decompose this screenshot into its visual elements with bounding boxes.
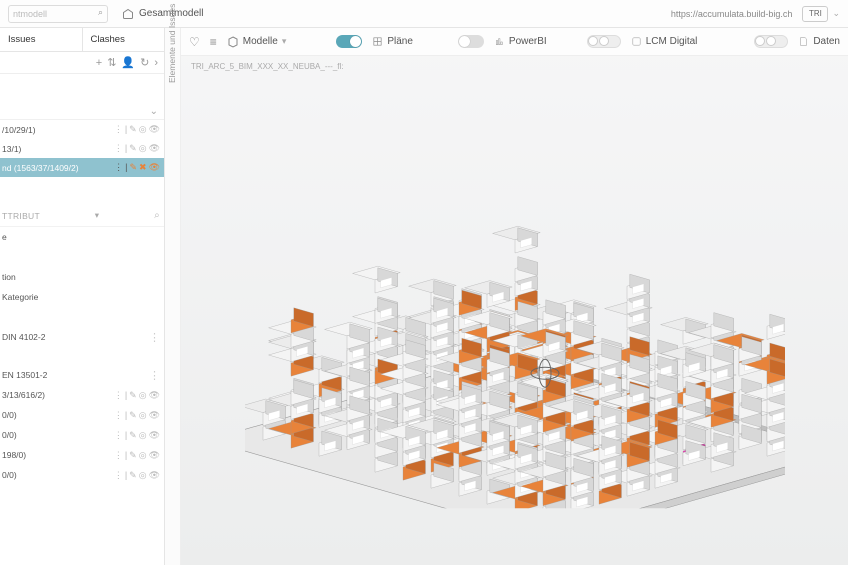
toggle-label-daten: Daten	[798, 36, 840, 47]
edit-icon[interactable]: ✎	[129, 143, 137, 154]
context-url: https://accumulata.build-big.ch	[671, 9, 793, 19]
model-breadcrumb: TRI_ARC_5_BIM_XXX_XX_NEUBA_---_fl:	[181, 56, 848, 76]
eye-icon[interactable]: 👁	[149, 124, 160, 135]
attributes-header: ttribut▾ ⌕	[0, 205, 164, 227]
prop-row[interactable]	[0, 307, 164, 327]
edit-icon[interactable]: ✎	[129, 410, 137, 421]
target-icon[interactable]: ◎	[139, 450, 147, 461]
favorite-icon[interactable]: ♡	[189, 35, 200, 49]
eye-icon[interactable]: 👁	[149, 450, 160, 461]
search-icon: ⌕	[98, 7, 103, 18]
more-icon[interactable]: ⋮	[114, 162, 123, 173]
prop-row[interactable]: EN 13501-2⋮	[0, 365, 164, 385]
seq-icon[interactable]: |	[125, 124, 127, 135]
prop-row[interactable]: 0/0) ⋮|✎◎👁	[0, 405, 164, 425]
more-icon[interactable]: ⋮	[114, 470, 123, 481]
target-icon[interactable]: ◎	[139, 143, 147, 154]
tree-header: ⌄	[0, 74, 164, 120]
collapse-icon[interactable]: ⌄	[150, 106, 158, 117]
page-title: Gesamtmodell	[122, 8, 203, 20]
prop-row[interactable]: e	[0, 227, 164, 247]
edit-icon[interactable]: ✎	[129, 124, 137, 135]
eye-icon[interactable]: 👁	[149, 162, 160, 173]
prop-row[interactable]: 0/0) ⋮|✎◎👁	[0, 465, 164, 485]
tree-item[interactable]: 13/1) ⋮ | ✎ ◎ 👁	[0, 139, 164, 158]
user-badge[interactable]: TRI	[802, 6, 828, 22]
prop-row[interactable]	[0, 247, 164, 267]
more-icon[interactable]: ⋮	[114, 143, 123, 154]
more-icon[interactable]: ⋮	[114, 450, 123, 461]
more-icon[interactable]: ⋮	[114, 390, 123, 401]
prop-row[interactable]: 198/0) ⋮|✎◎👁	[0, 445, 164, 465]
eye-icon[interactable]: 👁	[149, 430, 160, 441]
elements-issues-tab[interactable]: Elemente und Issues	[165, 28, 181, 565]
3d-viewport[interactable]	[181, 76, 848, 565]
tree-item[interactable]: /10/29/1) ⋮ | ✎ ◎ 👁	[0, 120, 164, 139]
target-icon[interactable]: ◎	[139, 410, 147, 421]
eye-icon[interactable]: 👁	[149, 470, 160, 481]
toggle-lcm[interactable]	[587, 35, 621, 48]
edit-icon[interactable]: ✎	[129, 162, 137, 173]
edit-icon[interactable]: ✎	[129, 470, 137, 481]
more-icon[interactable]: ⋮	[149, 369, 160, 382]
edit-icon[interactable]: ✎	[129, 390, 137, 401]
tab-clashes[interactable]: Clashes	[83, 28, 165, 51]
toggle-label-powerbi: PowerBI	[494, 36, 547, 47]
more-icon[interactable]: ⋮	[149, 331, 160, 344]
tree-item-actions: ⋮ | ✎ ◎ 👁	[114, 124, 160, 135]
models-dropdown[interactable]: Modelle ▾	[227, 36, 287, 48]
tree-item-actions: ⋮ | ✎ ✖ 👁	[114, 162, 160, 173]
search-placeholder: ntmodell	[13, 9, 47, 19]
seq-icon[interactable]: |	[125, 143, 127, 154]
refresh-icon[interactable]: ↻	[140, 56, 149, 69]
filter-icon[interactable]: ≡	[210, 35, 217, 49]
attr-search-icon[interactable]: ⌕	[154, 210, 160, 221]
toggle-label-lcm: LCM Digital	[631, 36, 698, 47]
edit-icon[interactable]: ✎	[129, 430, 137, 441]
more-icon[interactable]: ⋮	[114, 430, 123, 441]
global-search[interactable]: ntmodell ⌕	[8, 5, 108, 23]
sort-icon[interactable]: ⇅	[107, 56, 116, 69]
target-icon[interactable]: ◎	[139, 470, 147, 481]
seq-icon[interactable]: |	[125, 162, 127, 173]
more-icon[interactable]: ⋮	[114, 124, 123, 135]
tree-toolbar: + ⇅ 👤 ↻ ›	[0, 52, 164, 74]
prop-row[interactable]: DIN 4102-2⋮	[0, 327, 164, 347]
target-icon[interactable]: ◎	[139, 124, 147, 135]
toggle-label-plaene: Pläne	[372, 36, 413, 47]
target-icon[interactable]: ✖	[139, 162, 147, 173]
toggle-powerbi[interactable]	[458, 35, 484, 48]
eye-icon[interactable]: 👁	[149, 390, 160, 401]
add-icon[interactable]: +	[96, 57, 102, 69]
prop-row[interactable]: tion	[0, 267, 164, 287]
toggle-daten[interactable]	[754, 35, 788, 48]
toggle-plaene[interactable]	[336, 35, 362, 48]
edit-icon[interactable]: ✎	[129, 450, 137, 461]
eye-icon[interactable]: 👁	[149, 143, 160, 154]
target-icon[interactable]: ◎	[139, 430, 147, 441]
target-icon[interactable]: ◎	[139, 390, 147, 401]
tree-item-actions: ⋮ | ✎ ◎ 👁	[114, 143, 160, 154]
viewer-area: ♡ ≡ Modelle ▾ Pläne PowerBI	[181, 28, 848, 565]
user-icon[interactable]: 👤	[121, 56, 135, 69]
prop-row[interactable]: Kategorie	[0, 287, 164, 307]
forward-icon[interactable]: ›	[154, 57, 158, 69]
user-menu-chevron-icon[interactable]: ⌄	[832, 8, 840, 19]
prop-row[interactable]: 3/13/616/2) ⋮|✎◎👁	[0, 385, 164, 405]
more-icon[interactable]: ⋮	[114, 410, 123, 421]
tree-item-selected[interactable]: nd (1563/37/1409/2) ⋮ | ✎ ✖ 👁	[0, 158, 164, 177]
tab-issues[interactable]: Issues	[0, 28, 83, 51]
viewer-toolbar: ♡ ≡ Modelle ▾ Pläne PowerBI	[181, 28, 848, 56]
left-panel: Issues Clashes + ⇅ 👤 ↻ › ⌄ /10/29/1) ⋮ |…	[0, 28, 165, 565]
eye-icon[interactable]: 👁	[149, 410, 160, 421]
prop-row[interactable]: 0/0) ⋮|✎◎👁	[0, 425, 164, 445]
